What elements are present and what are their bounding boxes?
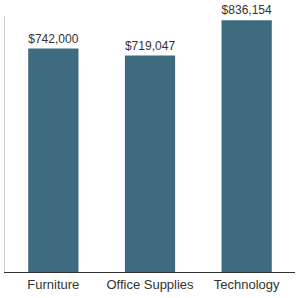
svg-text:Furniture: Furniture [27,277,79,292]
svg-text:$719,047: $719,047 [125,39,175,53]
svg-text:$836,154: $836,154 [222,3,272,17]
svg-text:$742,000: $742,000 [28,32,78,46]
svg-text:Office Supplies: Office Supplies [106,277,194,292]
svg-text:Technology: Technology [214,277,280,292]
